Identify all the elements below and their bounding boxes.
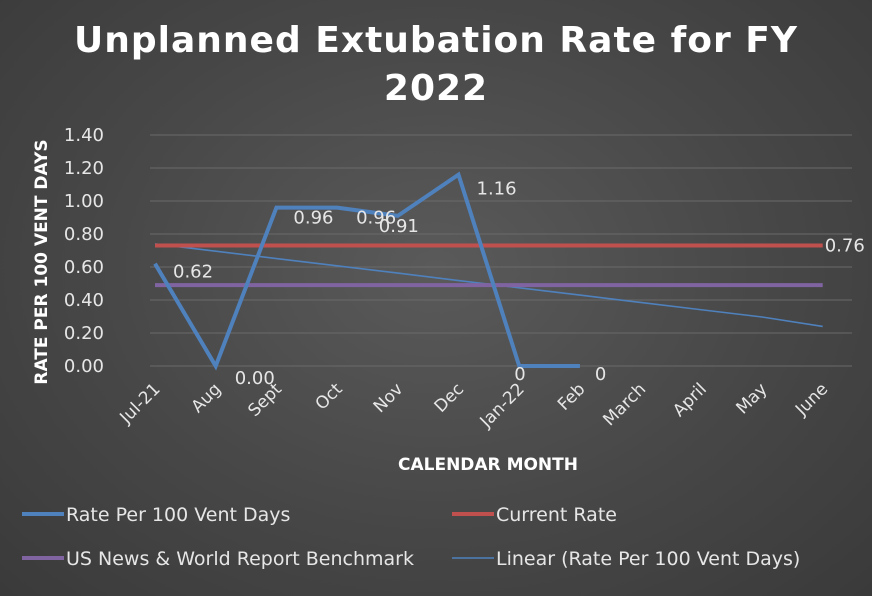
- y-tick-label: 0.60: [64, 257, 104, 278]
- x-tick-label: June: [791, 379, 832, 420]
- x-tick-label: March: [599, 379, 650, 430]
- x-axis-ticks: Jul-21 Aug Sept Oct Nov Dec Jan-22 Feb March Apri…: [116, 379, 833, 432]
- legend-label: Current Rate: [496, 504, 617, 526]
- x-tick-label: Oct: [312, 379, 347, 414]
- legend-item: Rate Per 100 Vent Days: [22, 504, 290, 526]
- data-label: 0.62: [173, 262, 213, 283]
- legend-label: US News & World Report Benchmark: [66, 548, 414, 570]
- legend: Rate Per 100 Vent Days Current Rate US New…: [22, 504, 800, 570]
- legend-item: Linear (Rate Per 100 Vent Days): [452, 548, 800, 570]
- x-tick-label: Feb: [554, 379, 589, 414]
- chart-title-line-1: Unplanned Extubation Rate for FY: [74, 20, 798, 61]
- legend-item: US News & World Report Benchmark: [22, 548, 414, 570]
- x-tick-label: Nov: [370, 379, 408, 417]
- x-axis-title: CALENDAR MONTH: [398, 455, 578, 475]
- y-tick-label: 1.00: [64, 191, 104, 212]
- y-tick-label: 0.20: [64, 323, 104, 344]
- data-label: 0.91: [379, 216, 419, 237]
- y-tick-label: 1.20: [64, 158, 104, 179]
- legend-label: Rate Per 100 Vent Days: [66, 504, 290, 526]
- x-tick-label: Jan-22: [476, 379, 529, 432]
- x-tick-label: Jul-21: [116, 379, 165, 428]
- data-label: 0: [514, 364, 525, 385]
- series-layer: [153, 171, 823, 371]
- data-label: 0.96: [356, 208, 396, 229]
- y-tick-label: 0.00: [64, 356, 104, 377]
- gridlines: [150, 134, 852, 367]
- y-axis-ticks: 0.00 0.20 0.40 0.60 0.80 1.00 1.20 1.40: [64, 125, 104, 377]
- data-labels: 0.620.000.96 0.960.911.160 00.76: [173, 179, 865, 389]
- legend-label: Linear (Rate Per 100 Vent Days): [496, 548, 800, 570]
- chart-title: Unplanned Extubation Rate for FY 2022: [74, 20, 798, 109]
- data-label: 0: [595, 364, 606, 385]
- y-axis-title: RATE PER 100 VENT DAYS: [32, 139, 52, 384]
- y-tick-label: 0.80: [64, 224, 104, 245]
- x-tick-label: May: [733, 379, 772, 418]
- x-tick-label: Aug: [188, 379, 226, 417]
- x-tick-label: April: [669, 379, 711, 421]
- current-rate-end-label: 0.76: [825, 236, 865, 257]
- y-tick-label: 1.40: [64, 125, 104, 146]
- x-tick-label: Dec: [431, 379, 468, 416]
- data-label: 0.00: [235, 368, 275, 389]
- y-tick-label: 0.40: [64, 290, 104, 311]
- data-label: 0.96: [293, 208, 333, 229]
- chart-title-line-2: 2022: [384, 68, 488, 109]
- series-line-rate: [153, 171, 580, 371]
- legend-item: Current Rate: [452, 504, 617, 526]
- data-label: 1.16: [477, 179, 517, 200]
